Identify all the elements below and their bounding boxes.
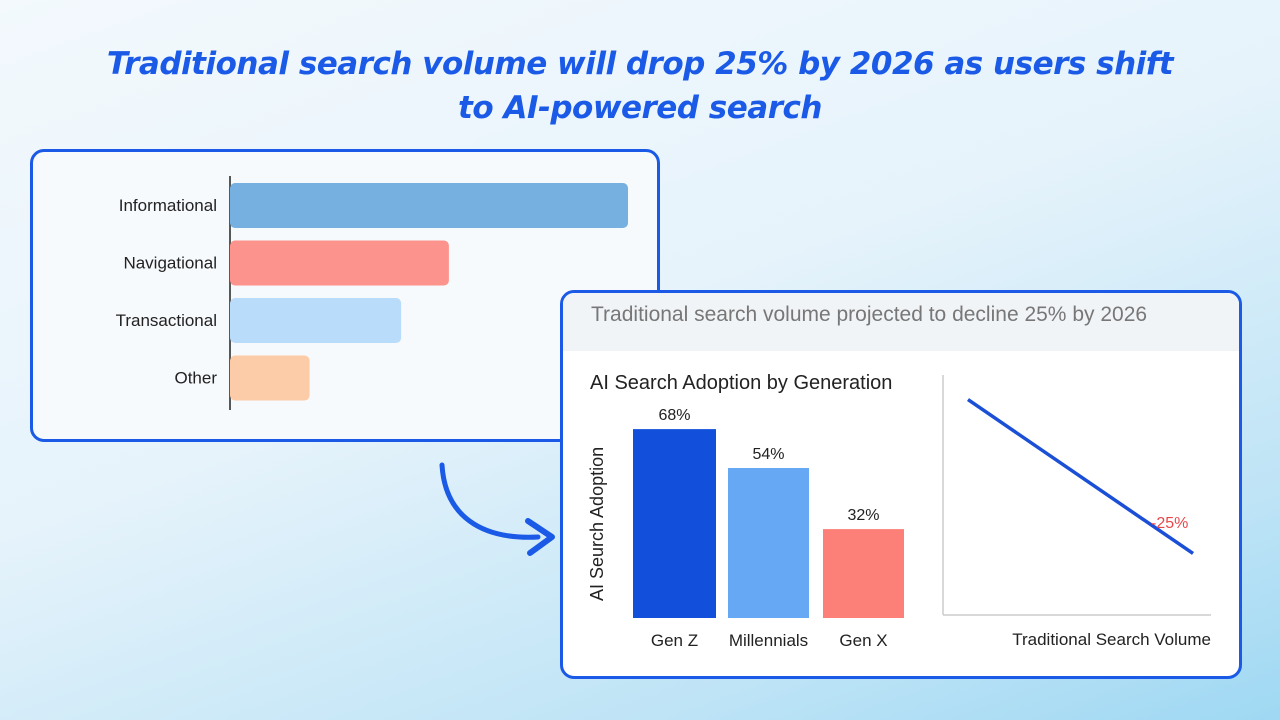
chart-title: AI Search Adoption by Generation (590, 372, 892, 394)
bar-gen-z (633, 429, 716, 618)
category-label: Other (174, 369, 217, 388)
bar-navigational (230, 240, 449, 286)
query-type-bar-chart: Informational Navigational Transactional Ot… (116, 176, 628, 410)
bar-transactional (230, 298, 402, 343)
query-type-chart-card: Informational Navigational Transactional Ot… (30, 149, 660, 442)
bar-millennials (728, 468, 809, 618)
category-label: Gen X (839, 631, 887, 650)
category-label: Navigational (123, 254, 217, 273)
card-header: Traditional search volume projected to d… (563, 293, 1239, 351)
data-label: 32% (847, 507, 879, 524)
decline-annotation: -25% (1151, 515, 1188, 532)
data-label: 68% (658, 407, 690, 424)
page-title: Traditional search volume will drop 25% … (106, 46, 1174, 126)
category-label: Gen Z (651, 631, 698, 650)
x-axis-label: Traditional Search Volume (1012, 630, 1211, 649)
trend-line (967, 398, 1194, 555)
arrow-icon (439, 462, 555, 556)
bar-gen-x (823, 529, 904, 618)
data-label: 54% (752, 446, 784, 463)
ai-adoption-card: Traditional search volume projected to d… (560, 290, 1242, 679)
bar-informational (230, 183, 628, 228)
y-axis-label: AI Seurch Adoption (587, 447, 607, 601)
category-label: Transactional (116, 311, 217, 330)
category-label: Millennials (729, 631, 808, 650)
adoption-charts: AI Search Adoption by Generation AI Seurc… (587, 372, 1211, 650)
category-label: Informational (119, 196, 217, 215)
bar-other (230, 355, 310, 401)
